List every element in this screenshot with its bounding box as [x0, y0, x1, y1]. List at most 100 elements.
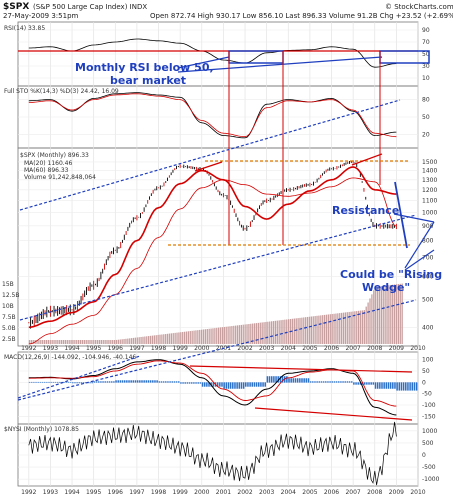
volume-bar: [202, 329, 205, 344]
volume-bar: [38, 340, 40, 344]
volume-bar: [329, 314, 331, 344]
macd-hist-bar: [156, 380, 158, 383]
volume-bar: [214, 328, 216, 344]
macd-hist-bar: [82, 382, 85, 384]
volume-bar: [358, 310, 360, 344]
rsi-tick-label: 10: [422, 75, 430, 82]
macd-hist-bar: [193, 382, 195, 384]
macd-hist-bar: [178, 381, 180, 383]
volume-bar: [106, 340, 108, 344]
macd-hist-bar: [78, 382, 81, 384]
macd-hist-bar: [392, 382, 394, 389]
volume-bar: [95, 340, 97, 344]
macd-hist-bar: [132, 380, 135, 383]
macd-hist-bar: [346, 381, 349, 383]
macd-hist-bar: [123, 380, 126, 383]
chart-quote: Open 872.74 High 930.17 Low 856.10 Last …: [150, 12, 453, 20]
macd-hist-bar: [376, 382, 379, 389]
macd-hist-bar: [290, 378, 292, 383]
macd-hist-bar: [366, 382, 368, 385]
volume-bar: [337, 313, 339, 344]
rsi-arrow-2: [177, 56, 383, 73]
price-tick-label: 1500: [422, 159, 437, 166]
macd-hist-bar: [348, 381, 351, 383]
macd-hist-bar: [186, 382, 189, 384]
channel-upper: [19, 99, 401, 211]
macd-hist-bar: [65, 381, 68, 383]
price-label: $SPX (Monthly) 896.33: [20, 152, 89, 159]
macd-hist-bar: [253, 382, 256, 387]
macd-hist-bar: [197, 382, 199, 384]
macd-hist-bar: [305, 378, 308, 383]
macd-hist-bar: [405, 382, 407, 391]
volume-bar: [384, 285, 386, 344]
macd-hist-bar: [415, 382, 418, 391]
volume-bar: [242, 324, 244, 344]
rsi-tick-label: 30: [422, 63, 430, 70]
macd-hist-bar: [402, 382, 405, 391]
volume-bar: [144, 336, 146, 344]
macd-hist-bar: [160, 381, 163, 383]
volume-bar: [350, 311, 352, 344]
macd-hist-bar: [180, 382, 182, 384]
macd-hist-bar: [247, 382, 249, 387]
macd-hist-bar: [188, 382, 191, 384]
volume-bar: [392, 284, 394, 344]
volume-bar: [229, 326, 231, 344]
x-tick-label-bottom: 2001: [216, 489, 231, 496]
macd-hist-bar: [316, 381, 318, 383]
volume-bar: [157, 334, 159, 344]
x-tick-label-top: 1997: [129, 345, 144, 352]
volume-bar: [297, 318, 299, 344]
volume-tick-label: 2.5B: [2, 336, 16, 343]
macd-label: MACD(12,26,9) -144.092, -104.946, -40.14…: [4, 354, 136, 361]
volume-bar: [96, 340, 99, 344]
rsi-arrow-1: [177, 56, 230, 69]
macd-hist-bar: [232, 382, 234, 389]
resistance-label: Resistance: [332, 204, 399, 217]
x-tick-label-bottom: 1993: [43, 489, 58, 496]
x-tick-label-bottom: 1992: [21, 489, 36, 496]
macd-hist-bar: [335, 381, 338, 383]
macd-hist-bar: [288, 378, 290, 383]
volume-bar: [263, 322, 265, 344]
macd-hist-bar: [344, 381, 346, 383]
macd-hist-bar: [110, 381, 113, 383]
volume-bar: [373, 290, 375, 344]
nysi-tick-label: 1000: [422, 428, 437, 435]
nysi-tick-label: 500: [422, 440, 434, 447]
macd-hist-bar: [409, 382, 411, 391]
macd-hist-bar: [357, 382, 359, 385]
price-tick-label: 1000: [422, 210, 437, 217]
volume-bar: [221, 327, 224, 344]
down-arrow-2008: [394, 181, 408, 249]
volume-bar: [395, 284, 398, 344]
volume-bar: [62, 340, 65, 344]
macd-hist-bar: [169, 381, 171, 383]
macd-hist-bar: [411, 382, 414, 391]
volume-bar: [246, 324, 248, 344]
volume-bar: [378, 286, 381, 344]
volume-bar: [189, 331, 191, 344]
macd-hist-bar: [277, 376, 279, 383]
chart-subtitle: (S&P 500 Large Cap Index) INDX: [33, 3, 147, 11]
volume-tick-label: 15B: [2, 281, 14, 288]
volume-bar: [60, 340, 63, 344]
volume-bar: [231, 326, 233, 344]
macd-hist-bar: [353, 382, 355, 385]
volume-bar: [255, 323, 258, 344]
macd-hist-bar: [56, 381, 59, 383]
volume-bar: [303, 317, 305, 344]
macd-hist-bar: [387, 382, 390, 389]
macd-hist-bar: [327, 381, 329, 383]
macd-hist-bar: [383, 382, 385, 389]
macd-hist-bar: [54, 381, 57, 383]
volume-bar: [195, 330, 197, 344]
channel-middle: [19, 214, 417, 321]
macd-hist-bar: [413, 382, 416, 391]
sto-tick-label: 20: [422, 131, 430, 138]
volume-bar: [340, 312, 343, 344]
volume-bar: [40, 340, 42, 344]
volume-bar: [305, 317, 307, 344]
volume-bar: [170, 333, 173, 344]
